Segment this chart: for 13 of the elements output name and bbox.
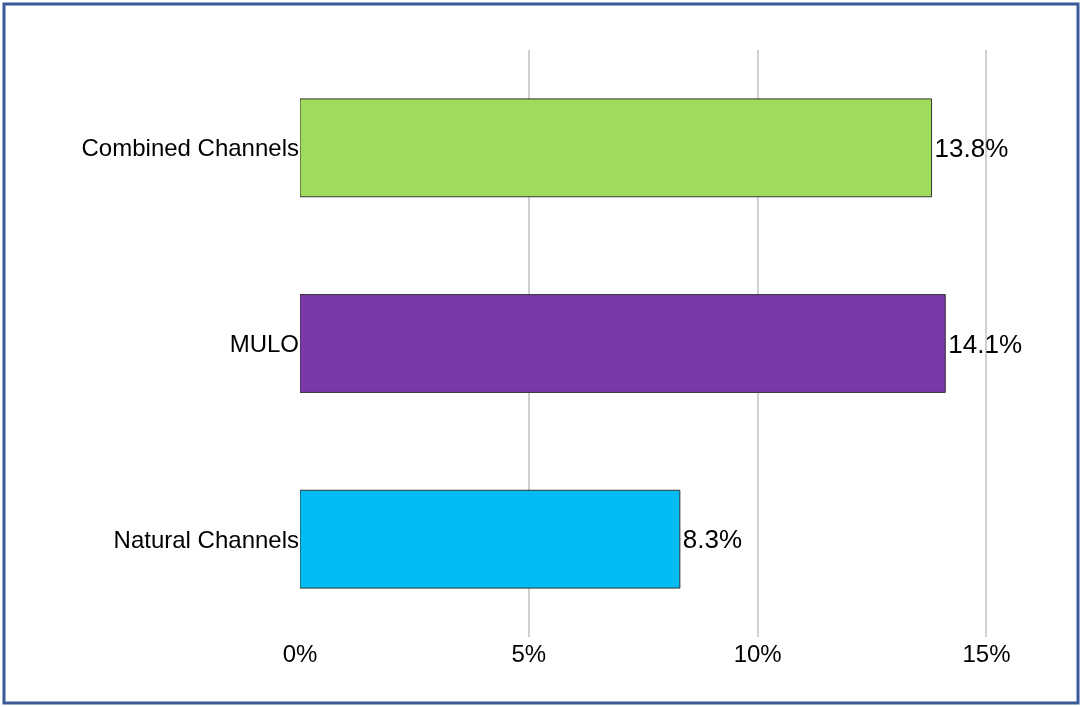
y-tick-label: Combined Channels — [81, 134, 299, 162]
bar — [300, 98, 933, 198]
x-tick-label: 0% — [282, 640, 318, 667]
y-tick-label: Natural Channels — [113, 525, 299, 553]
data-label: 14.1% — [948, 328, 1023, 359]
data-label: 8.3% — [682, 524, 743, 555]
y-tick-label: MULO — [229, 329, 299, 357]
bar — [300, 294, 946, 393]
data-label: 13.8% — [934, 132, 1009, 163]
x-tick-label: 5% — [511, 640, 547, 667]
x-tick-label: 15% — [962, 640, 1011, 667]
x-tick-label: 10% — [733, 640, 782, 667]
bar — [300, 489, 681, 589]
